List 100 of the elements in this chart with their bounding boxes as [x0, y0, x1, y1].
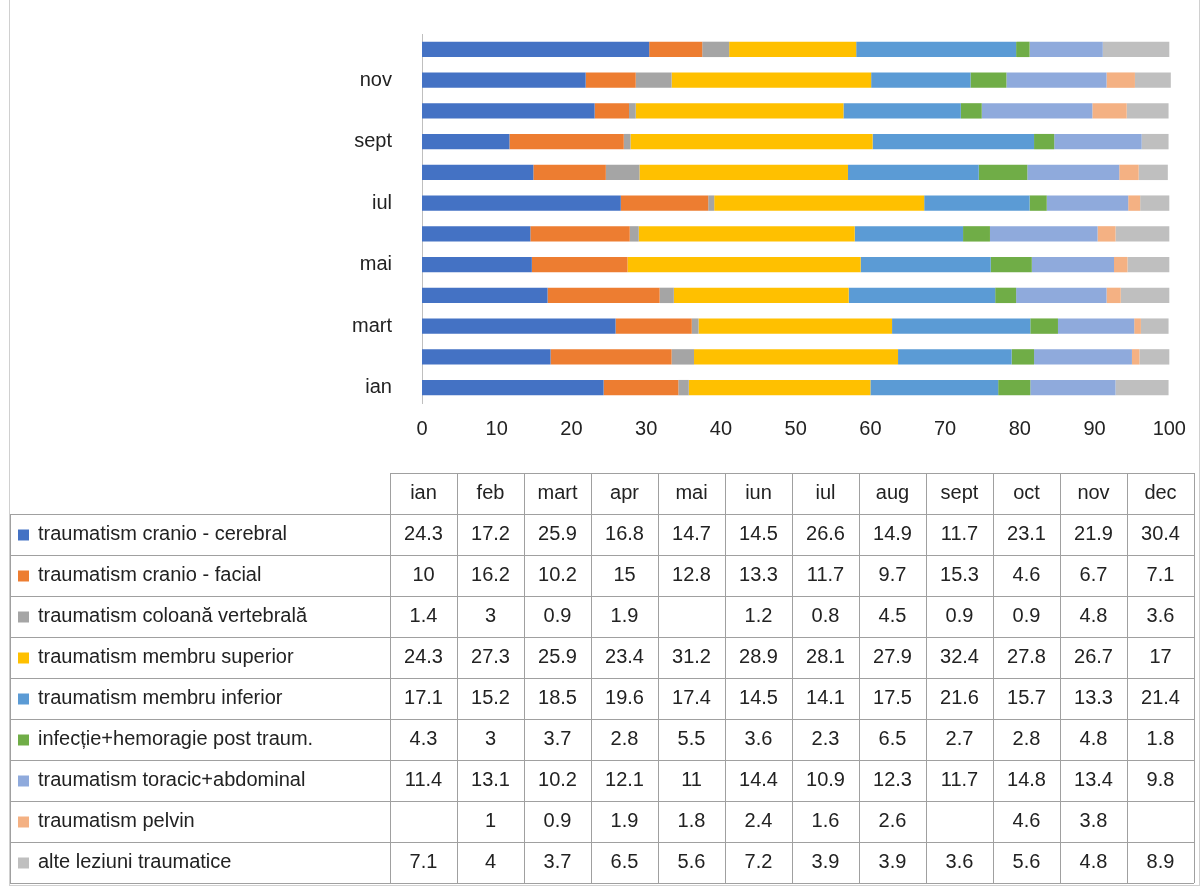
- x-tick-label: 40: [709, 416, 733, 439]
- data-label: 0.9: [543, 809, 572, 832]
- bar: [688, 379, 871, 396]
- bar: [1029, 41, 1103, 58]
- data-label: 0.9: [945, 604, 974, 627]
- data-label: 9.8: [1146, 768, 1175, 791]
- bar: [422, 226, 531, 242]
- data-label: 2.8: [610, 727, 639, 750]
- legend-label: alte leziuni traumatice: [38, 850, 232, 873]
- data-label: 3.8: [1079, 809, 1108, 832]
- legend-label: traumatism membru superior: [38, 645, 294, 668]
- x-tick-label: 90: [1083, 416, 1106, 439]
- data-label: 31.2: [672, 645, 711, 668]
- data-label: 4.5: [878, 604, 907, 627]
- bar: [1030, 318, 1058, 334]
- bar: [1115, 226, 1170, 242]
- bar: [422, 318, 616, 334]
- bar: [422, 256, 532, 273]
- data-label: 4.3: [409, 727, 438, 750]
- bar: [1029, 195, 1047, 211]
- data-label: 10.9: [806, 768, 845, 791]
- data-label: 1.2: [744, 604, 773, 627]
- data-label: 14.5: [739, 522, 778, 545]
- bar: [848, 287, 996, 304]
- bar: [422, 287, 548, 304]
- data-label: 1.8: [1146, 727, 1175, 750]
- data-label: 17.4: [672, 686, 711, 709]
- data-label: 21.6: [940, 686, 979, 709]
- data-label: 3.6: [945, 850, 974, 873]
- bar: [422, 41, 650, 58]
- bar: [843, 103, 961, 119]
- bar: [1128, 195, 1141, 211]
- bar: [1126, 103, 1169, 119]
- bar: [989, 226, 1098, 242]
- x-tick-label: 100: [1152, 416, 1186, 439]
- data-label: 3.7: [543, 850, 572, 873]
- bar: [629, 103, 636, 119]
- data-label: 1.8: [677, 809, 706, 832]
- data-label: 0.9: [543, 604, 572, 627]
- data-label: 28.1: [806, 645, 845, 668]
- bar: [1127, 256, 1170, 273]
- bar: [1016, 41, 1030, 58]
- bar: [605, 164, 640, 181]
- bar: [630, 133, 873, 150]
- bar: [635, 103, 844, 119]
- bar: [627, 256, 861, 273]
- data-label: 25.9: [538, 522, 577, 545]
- data-label: 26.6: [806, 522, 845, 545]
- category-label: nov: [1077, 481, 1110, 504]
- y-tick-label: sept: [354, 129, 393, 152]
- y-tick-label: nov: [359, 67, 392, 90]
- data-label: 16.2: [471, 563, 510, 586]
- bar: [714, 195, 925, 211]
- data-label: 4.6: [1012, 563, 1041, 586]
- data-label: 3: [484, 727, 497, 750]
- y-tick-label: mai: [359, 252, 392, 275]
- data-label: 2.8: [1012, 727, 1041, 750]
- data-label: 10: [412, 563, 435, 586]
- category-label: oct: [1013, 481, 1041, 504]
- data-label: 1.6: [811, 809, 840, 832]
- bar: [623, 133, 631, 150]
- data-label: 2.4: [744, 809, 773, 832]
- category-label: feb: [476, 481, 505, 504]
- data-label: 5.6: [1012, 850, 1041, 873]
- bar: [649, 41, 703, 58]
- bar: [998, 379, 1031, 396]
- bar: [872, 133, 1035, 150]
- data-label: 13.1: [471, 768, 510, 791]
- data-label: 24.3: [404, 522, 443, 545]
- x-tick-label: 10: [485, 416, 508, 439]
- data-label: 18.5: [538, 686, 577, 709]
- bar: [729, 41, 857, 58]
- data-label: 1.9: [610, 809, 639, 832]
- data-label: 24.3: [404, 645, 443, 668]
- legend-label: infecție+hemoragie post traum.: [38, 727, 314, 750]
- data-label: 7.1: [1146, 563, 1175, 586]
- data-label: 2.3: [811, 727, 840, 750]
- data-label: 21.4: [1141, 686, 1180, 709]
- data-label: 32.4: [940, 645, 979, 668]
- data-label: 11.7: [806, 563, 845, 586]
- data-label: 9.7: [878, 563, 907, 586]
- bar: [981, 103, 1093, 119]
- bar: [702, 41, 730, 58]
- data-label: 12.1: [605, 768, 644, 791]
- bar: [1046, 195, 1129, 211]
- bar: [659, 287, 674, 304]
- category-label: ian: [410, 481, 437, 504]
- x-tick-label: 60: [859, 416, 882, 439]
- data-label: 13.3: [1074, 686, 1113, 709]
- bar: [629, 226, 639, 242]
- bar: [1092, 103, 1127, 119]
- bar: [924, 195, 1030, 211]
- data-label: 11.7: [940, 768, 979, 791]
- data-label: 26.7: [1074, 645, 1113, 668]
- bar: [585, 72, 636, 88]
- bar: [1114, 256, 1128, 273]
- data-label: 0.9: [1012, 604, 1041, 627]
- data-label: 17.1: [404, 686, 443, 709]
- y-tick-label: ian: [365, 375, 392, 398]
- data-label: 27.9: [873, 645, 912, 668]
